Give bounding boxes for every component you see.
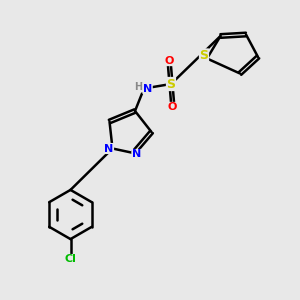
Text: Cl: Cl: [64, 254, 76, 265]
Text: H: H: [134, 82, 143, 92]
Text: O: O: [165, 56, 174, 66]
Text: N: N: [104, 143, 113, 154]
Text: N: N: [132, 149, 141, 160]
Text: O: O: [168, 102, 177, 112]
Text: N: N: [143, 83, 152, 94]
Text: S: S: [200, 49, 208, 62]
Text: S: S: [167, 77, 176, 91]
